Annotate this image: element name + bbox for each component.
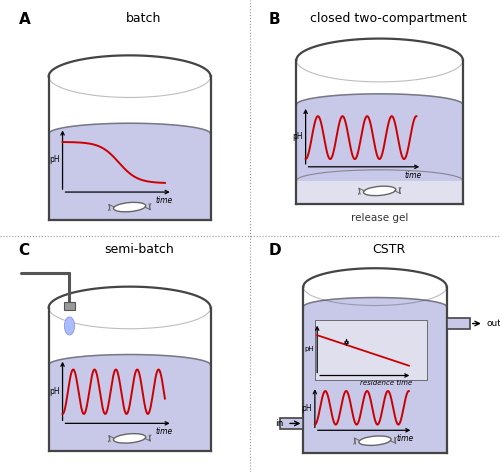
Text: pH: pH: [302, 404, 312, 413]
Ellipse shape: [114, 202, 146, 212]
Text: release gel: release gel: [351, 213, 408, 223]
Polygon shape: [64, 317, 74, 335]
Bar: [304, 307, 446, 454]
Text: time: time: [156, 428, 172, 437]
Text: residence time: residence time: [360, 379, 412, 386]
Ellipse shape: [359, 436, 391, 446]
Polygon shape: [296, 170, 463, 192]
Polygon shape: [48, 354, 210, 376]
Text: semi-batch: semi-batch: [104, 243, 174, 256]
Bar: [304, 287, 446, 454]
Text: batch: batch: [126, 12, 161, 25]
Bar: [48, 134, 210, 220]
Bar: [296, 105, 463, 181]
Text: C: C: [18, 243, 30, 258]
Bar: [280, 418, 303, 429]
Text: time: time: [405, 171, 422, 180]
Bar: [315, 320, 426, 380]
Ellipse shape: [364, 186, 396, 195]
Text: time: time: [156, 196, 172, 205]
Polygon shape: [296, 94, 463, 116]
Bar: [48, 76, 210, 220]
Bar: [48, 365, 210, 451]
Text: out: out: [486, 319, 500, 328]
Text: pH: pH: [305, 346, 314, 352]
Text: pH: pH: [292, 132, 303, 141]
Bar: [296, 60, 463, 203]
Text: pH: pH: [49, 387, 60, 396]
Bar: [296, 181, 463, 203]
Text: in: in: [276, 419, 284, 428]
Text: D: D: [268, 243, 281, 258]
Text: B: B: [268, 12, 280, 26]
Polygon shape: [48, 123, 210, 144]
Bar: [64, 302, 74, 310]
Bar: [48, 308, 210, 451]
Text: pH: pH: [49, 155, 60, 164]
Text: time: time: [396, 434, 413, 443]
Polygon shape: [304, 297, 446, 316]
Ellipse shape: [114, 434, 146, 443]
Text: A: A: [18, 12, 30, 26]
Text: closed two-compartment: closed two-compartment: [310, 12, 468, 25]
Bar: [446, 318, 470, 329]
Text: CSTR: CSTR: [372, 243, 406, 256]
